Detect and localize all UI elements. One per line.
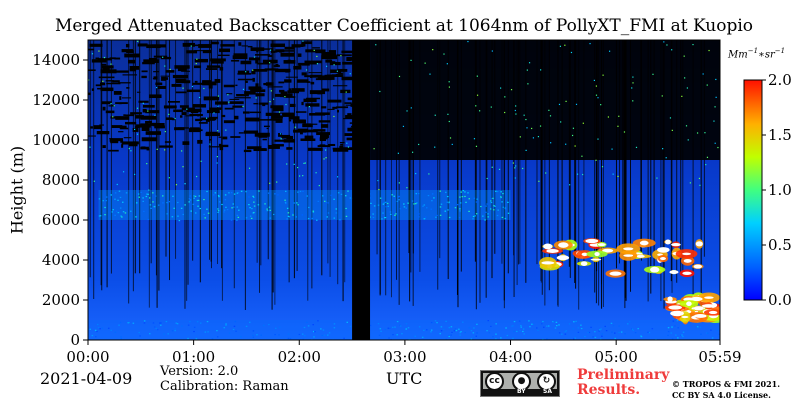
feature-boundary-layer — [88, 320, 720, 340]
colorbar-unit-label: Mm−1∗sr−1 — [728, 47, 786, 61]
colorbar-tick-label: 1.5 — [768, 126, 792, 144]
copyright-label: © TROPOS & FMI 2021. CC BY SA 4.0 Licens… — [672, 379, 781, 400]
feature-cloud — [539, 238, 704, 278]
x-tick-label: 01:00 — [172, 348, 215, 366]
x-tick-label: 04:00 — [489, 348, 532, 366]
colorbar-tick-label: 2.0 — [768, 71, 792, 89]
calibration-label: Calibration: Raman — [160, 379, 289, 394]
chart-title: Merged Attenuated Backscatter Coefficien… — [54, 16, 754, 36]
profile-streaks — [89, 40, 705, 310]
cc-icon: cc — [485, 372, 504, 391]
x-tick-label: 02:00 — [278, 348, 321, 366]
colorbar-gradient — [743, 79, 763, 301]
cc-license-badge[interactable]: cc ● ↻ BY SA — [480, 370, 560, 397]
date-label: 2021-04-09 — [40, 369, 133, 388]
colorbar: 0.0 0.5 1.0 1.5 2.0 — [743, 71, 792, 309]
colorbar-tick-label: 1.0 — [768, 181, 792, 199]
x-tick-label: 05:59 — [698, 348, 741, 366]
y-tick-label: 14000 — [32, 51, 80, 69]
y-tick-label: 8000 — [42, 171, 80, 189]
preliminary-results-label: Preliminary Results. — [577, 367, 670, 398]
share-alike-icon: ↻ — [537, 372, 556, 391]
y-tick-label: 6000 — [42, 211, 80, 229]
data-gap — [352, 40, 371, 340]
y-axis-label: Height (m) — [8, 146, 27, 234]
y-tick-label: 2000 — [42, 291, 80, 309]
x-axis: 00:00 01:00 02:00 03:00 04:00 05:00 05:59 — [66, 340, 742, 366]
feature-low-cloud — [663, 292, 720, 325]
x-tick-label: 00:00 — [66, 348, 109, 366]
y-tick-label: 4000 — [42, 251, 80, 269]
cc-by-text: BY — [517, 388, 526, 395]
feature-aerosol-layer — [98, 190, 511, 222]
plot-area — [88, 40, 720, 340]
y-tick-label: 0 — [70, 331, 80, 349]
y-axis: 0 2000 4000 6000 8000 10000 12000 14000 — [32, 51, 88, 349]
version-label: Version: 2.0 — [160, 364, 239, 379]
x-tick-label: 03:00 — [383, 348, 426, 366]
cc-sa-text: SA — [543, 388, 552, 395]
colorbar-tick-label: 0.5 — [768, 236, 792, 254]
x-axis-label: UTC — [386, 369, 423, 388]
y-tick-label: 10000 — [32, 131, 80, 149]
x-tick-label: 05:00 — [595, 348, 638, 366]
plot-frame — [87, 39, 721, 341]
y-tick-label: 12000 — [32, 91, 80, 109]
colorbar-tick-label: 0.0 — [768, 291, 792, 309]
by-person-icon: ● — [512, 372, 531, 391]
